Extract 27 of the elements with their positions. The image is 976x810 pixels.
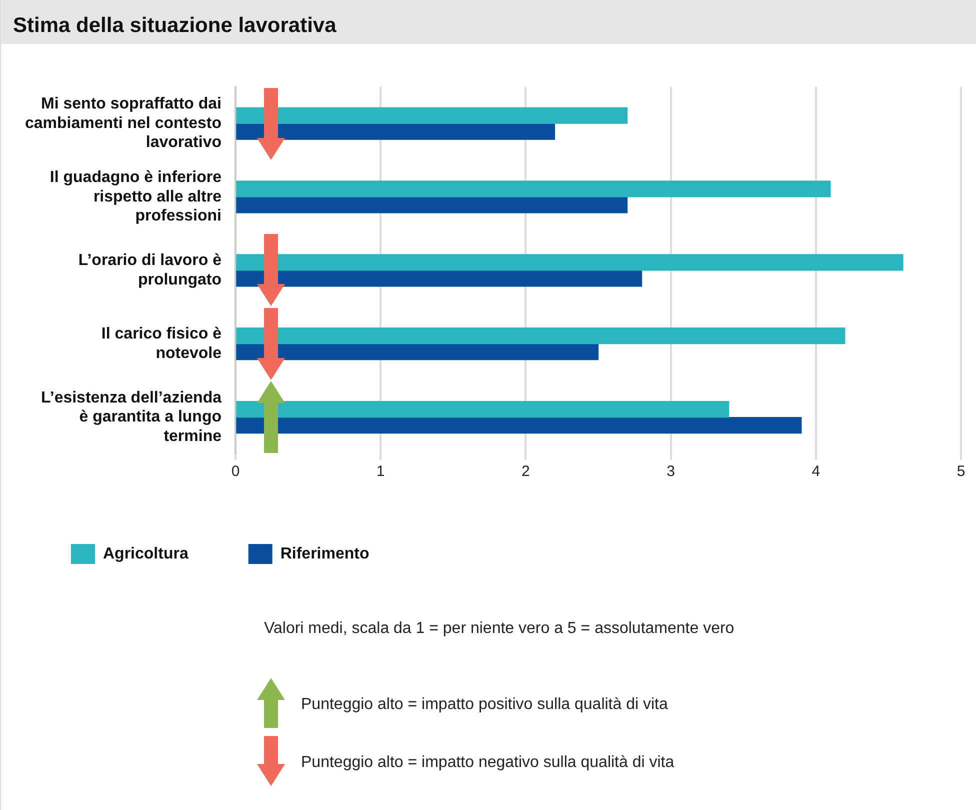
bar xyxy=(236,270,642,287)
y-tick-label: L’orario di lavoro è prolungato xyxy=(78,252,222,288)
text: Punteggio alto = impatto negativo sulla qualità di vita xyxy=(301,754,674,772)
legend-label: Riferimento xyxy=(280,545,370,562)
chart-title: Stima della situazione lavorativa xyxy=(1,0,976,44)
bar xyxy=(236,196,628,214)
text: Punteggio alto = impatto positivo sulla qualità di vita xyxy=(301,696,668,714)
y-tick-label: Mi sento sopraffatto dai cambiamenti nel contesto lavorativo xyxy=(24,96,222,152)
bar xyxy=(236,328,846,344)
x-tick-label: 2 xyxy=(522,463,530,480)
x-tick-label: 3 xyxy=(666,463,675,480)
x-tick-label: 4 xyxy=(812,463,820,480)
text: Valori medi, scala da 1 = per niente vero a 5 = assolutamente vero xyxy=(264,620,734,638)
y-tick-label: Il carico fisico è notevole xyxy=(101,326,222,362)
y-tick-label: L’esistenza dell’azienda è garantita a lungo termine xyxy=(40,389,222,445)
bar xyxy=(236,344,599,360)
x-tick-label: 5 xyxy=(956,463,966,480)
x-tick-label: 0 xyxy=(231,463,240,480)
bar xyxy=(236,107,628,124)
y-tick-label: Il guadagno è inferiore rispetto alle altre professioni xyxy=(50,169,222,225)
bar xyxy=(236,254,904,271)
bar xyxy=(236,123,556,140)
bar xyxy=(236,416,802,434)
legend-label: Agricoltura xyxy=(103,545,188,562)
bar xyxy=(236,180,831,198)
x-tick-label: 1 xyxy=(376,463,385,480)
bar xyxy=(236,400,730,418)
